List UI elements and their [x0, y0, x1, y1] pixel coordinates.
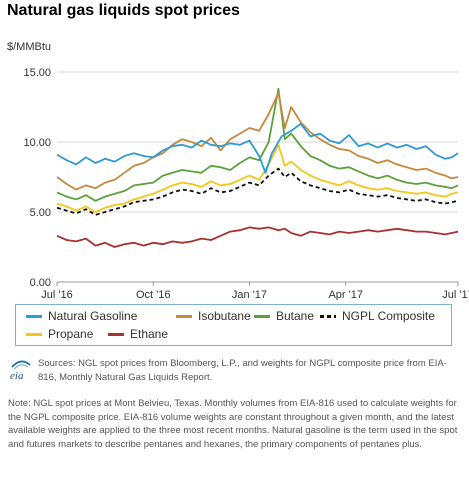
series-line-ngpl-composite — [56, 167, 459, 216]
series-line-ethane — [56, 226, 459, 248]
chart-legend: Natural Gasoline Isobutane Butane NGPL C… — [15, 304, 452, 346]
y-tick-label: 15.00 — [23, 67, 51, 79]
note-text: Note: NGL spot prices at Mont Belvieu, T… — [8, 398, 458, 450]
legend-swatch-natural-gasoline — [26, 315, 42, 318]
series-line-isobutane — [56, 92, 459, 191]
x-tick-label: Oct '16 — [136, 289, 171, 300]
x-tick-label: Jul '17 — [442, 289, 469, 300]
x-tick-label: Apr '17 — [328, 289, 363, 300]
y-tick-label: 5.00 — [30, 207, 51, 219]
logo-arc-inner — [13, 364, 29, 370]
legend-swatch-ethane — [108, 333, 124, 336]
chart-title: Natural gas liquids spot prices — [7, 2, 240, 19]
logo-text: eia — [10, 370, 24, 381]
logo-arc — [11, 360, 31, 368]
legend-swatch-isobutane — [176, 315, 192, 318]
eia-logo: eia — [10, 360, 31, 381]
legend-swatch-propane — [26, 333, 42, 336]
series-line-natural-gasoline — [56, 122, 459, 174]
x-tick-label: Jan '17 — [232, 289, 267, 300]
y-tick-label: 0.00 — [30, 277, 51, 289]
legend-swatch-butane — [254, 315, 270, 318]
series-line-butane — [56, 87, 459, 202]
y-tick-label: 10.00 — [23, 137, 51, 149]
legend-label: Isobutane — [198, 309, 251, 323]
sources-text: Sources: NGL spot prices from Bloomberg,… — [38, 358, 447, 383]
legend-label: NGPL Composite — [342, 309, 435, 323]
legend-label: Butane — [276, 309, 315, 323]
series-line-propane — [56, 143, 459, 213]
legend-label: Natural Gasoline — [48, 309, 138, 323]
legend-label: Propane — [48, 327, 94, 341]
x-tick-label: Jul '16 — [41, 289, 72, 300]
y-axis-unit-label: $/MMBtu — [7, 41, 52, 53]
legend-swatch-ngpl-composite — [320, 315, 336, 318]
legend-label: Ethane — [130, 327, 169, 341]
line-chart: 0.00 5.00 10.00 15.00 Jul '16 Oct '16 Jan '17 A… — [23, 67, 469, 300]
